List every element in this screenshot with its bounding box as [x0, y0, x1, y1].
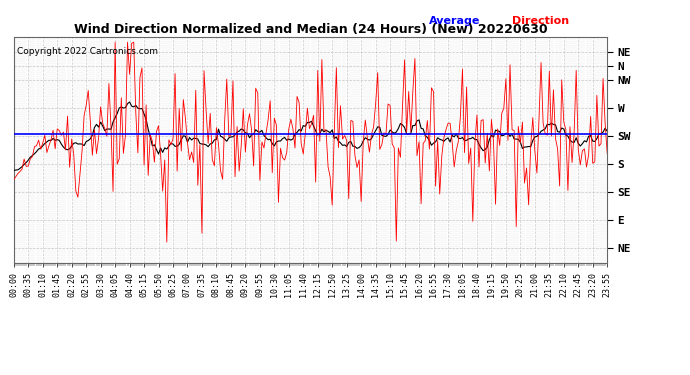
- Text: Direction: Direction: [512, 16, 569, 26]
- Title: Wind Direction Normalized and Median (24 Hours) (New) 20220630: Wind Direction Normalized and Median (24…: [74, 23, 547, 36]
- Text: Copyright 2022 Cartronics.com: Copyright 2022 Cartronics.com: [17, 47, 158, 56]
- Text: Average: Average: [429, 16, 480, 26]
